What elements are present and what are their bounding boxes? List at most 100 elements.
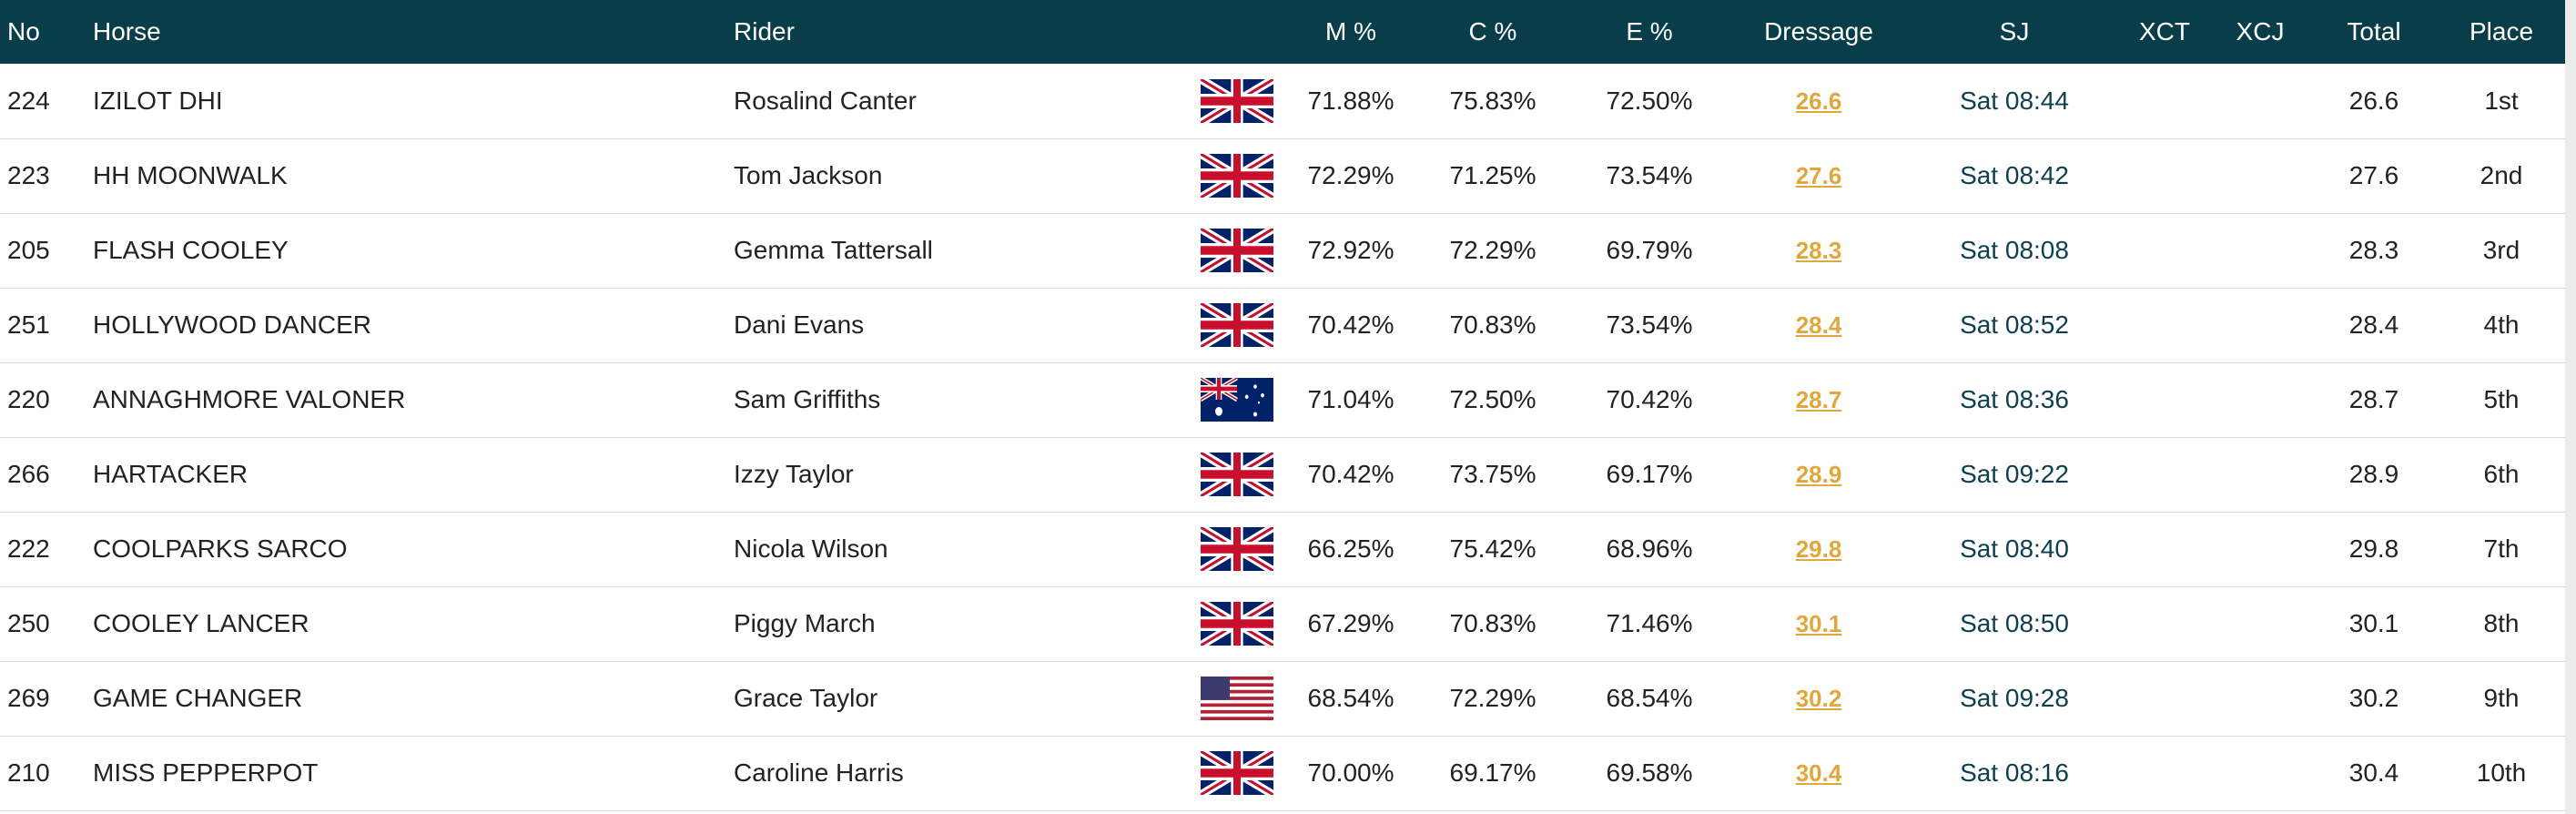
table-row[interactable]: 224 IZILOT DHI Rosalind Canter 71.88% 75…	[0, 64, 2565, 138]
column-header-total[interactable]: Total	[2347, 17, 2401, 46]
column-header-place[interactable]: Place	[2469, 17, 2534, 46]
dressage-score-link[interactable]: 28.3	[1795, 237, 1842, 264]
entry-number: 250	[7, 609, 50, 637]
rider-name[interactable]: Piggy March	[734, 609, 876, 637]
total-score: 26.6	[2348, 86, 2399, 115]
table-row[interactable]: 266 HARTACKER Izzy Taylor 70.42% 73.75% …	[0, 437, 2565, 512]
e-percent: 73.54%	[1606, 310, 1693, 339]
nationality-cell	[1187, 64, 1287, 138]
dressage-cell: 28.9	[1728, 437, 1910, 512]
total-score: 28.9	[2348, 460, 2399, 488]
column-header-no[interactable]: No	[7, 17, 40, 46]
m-percent: 72.29%	[1307, 161, 1394, 189]
column-header-e-percent[interactable]: E %	[1626, 17, 1673, 46]
c-percent: 69.17%	[1449, 758, 1536, 787]
sj-time: Sat 08:50	[1960, 609, 2069, 637]
horse-name[interactable]: IZILOT DHI	[93, 86, 223, 115]
table-row[interactable]: 250 COOLEY LANCER Piggy March 67.29% 70.…	[0, 586, 2565, 661]
c-percent: 70.83%	[1449, 310, 1536, 339]
column-header-xcj[interactable]: XCJ	[2236, 17, 2285, 46]
xcj-value	[2210, 138, 2310, 213]
horse-name[interactable]: GAME CHANGER	[93, 684, 303, 712]
dressage-score-link[interactable]: 29.8	[1795, 535, 1842, 563]
sj-time: Sat 09:22	[1960, 460, 2069, 488]
dressage-score-link[interactable]: 26.6	[1795, 86, 1842, 115]
column-header-horse[interactable]: Horse	[93, 17, 161, 46]
table-row[interactable]: 222 COOLPARKS SARCO Nicola Wilson 66.25%…	[0, 512, 2565, 586]
horse-name[interactable]: HOLLYWOOD DANCER	[93, 310, 371, 339]
horse-name[interactable]: MISS PEPPERPOT	[93, 758, 319, 787]
total-score: 28.7	[2348, 385, 2399, 413]
column-header-rider[interactable]: Rider	[734, 17, 795, 46]
xct-value	[2119, 213, 2210, 288]
dressage-score-link[interactable]: 28.7	[1795, 386, 1842, 413]
rider-name[interactable]: Tom Jackson	[734, 161, 883, 189]
m-percent: 67.29%	[1307, 609, 1394, 637]
place: 8th	[2483, 609, 2520, 637]
dressage-cell: 30.4	[1728, 736, 1910, 810]
table-row[interactable]: 251 HOLLYWOOD DANCER Dani Evans 70.42% 7…	[0, 288, 2565, 362]
xcj-value	[2210, 586, 2310, 661]
entry-number: 205	[7, 236, 50, 264]
column-header-xct[interactable]: XCT	[2139, 17, 2190, 46]
horse-name[interactable]: HH MOONWALK	[93, 161, 288, 189]
horse-name[interactable]: HARTACKER	[93, 460, 248, 488]
sj-time: Sat 08:44	[1960, 86, 2069, 115]
vertical-scrollbar[interactable]	[2565, 0, 2576, 814]
dressage-cell: 28.7	[1728, 362, 1910, 437]
horse-name[interactable]: COOLEY LANCER	[93, 609, 309, 637]
dressage-score-link[interactable]: 30.2	[1795, 685, 1842, 712]
entry-number: 222	[7, 534, 50, 563]
rider-name[interactable]: Izzy Taylor	[734, 460, 854, 488]
au-flag	[1201, 378, 1273, 422]
e-percent: 73.54%	[1606, 161, 1693, 189]
dressage-score-link[interactable]: 28.4	[1795, 311, 1842, 339]
dressage-score-link[interactable]: 30.4	[1795, 759, 1842, 787]
dressage-score-link[interactable]: 27.6	[1795, 162, 1842, 189]
table-row[interactable]: 220 ANNAGHMORE VALONER Sam Griffiths 71.…	[0, 362, 2565, 437]
m-percent: 71.04%	[1307, 385, 1394, 413]
dressage-cell: 30.2	[1728, 661, 1910, 736]
xct-value	[2119, 288, 2210, 362]
column-header-m-percent[interactable]: M %	[1325, 17, 1376, 46]
m-percent: 72.92%	[1307, 236, 1394, 264]
rider-name[interactable]: Caroline Harris	[734, 758, 904, 787]
rider-name[interactable]: Grace Taylor	[734, 684, 878, 712]
xcj-value	[2210, 362, 2310, 437]
entry-number: 269	[7, 684, 50, 712]
table-row[interactable]: 210 MISS PEPPERPOT Caroline Harris 70.00…	[0, 736, 2565, 810]
table-row[interactable]: 269 GAME CHANGER Grace Taylor 68.54% 72.…	[0, 661, 2565, 736]
c-percent: 72.50%	[1449, 385, 1536, 413]
total-score: 27.6	[2348, 161, 2399, 189]
horse-name[interactable]: ANNAGHMORE VALONER	[93, 385, 406, 413]
place: 2nd	[2480, 161, 2523, 189]
nationality-cell	[1187, 288, 1287, 362]
horse-name[interactable]: FLASH COOLEY	[93, 236, 289, 264]
xct-value	[2119, 437, 2210, 512]
nationality-cell	[1187, 138, 1287, 213]
total-score: 29.8	[2348, 534, 2399, 563]
column-header-sj[interactable]: SJ	[1999, 17, 2030, 46]
table-body: 224 IZILOT DHI Rosalind Canter 71.88% 75…	[0, 64, 2565, 810]
rider-name[interactable]: Sam Griffiths	[734, 385, 881, 413]
dressage-score-link[interactable]: 30.1	[1795, 610, 1842, 637]
horse-name[interactable]: COOLPARKS SARCO	[93, 534, 348, 563]
xcj-value	[2210, 736, 2310, 810]
column-header-c-percent[interactable]: C %	[1468, 17, 1517, 46]
gb-flag	[1201, 602, 1273, 646]
entry-number: 266	[7, 460, 50, 488]
rider-name[interactable]: Gemma Tattersall	[734, 236, 933, 264]
rider-name[interactable]: Dani Evans	[734, 310, 865, 339]
xct-value	[2119, 586, 2210, 661]
column-header-dressage[interactable]: Dressage	[1764, 17, 1873, 46]
xcj-value	[2210, 213, 2310, 288]
dressage-score-link[interactable]: 28.9	[1795, 461, 1842, 488]
xct-value	[2119, 661, 2210, 736]
total-score: 28.3	[2348, 236, 2399, 264]
rider-name[interactable]: Nicola Wilson	[734, 534, 888, 563]
table-row[interactable]: 205 FLASH COOLEY Gemma Tattersall 72.92%…	[0, 213, 2565, 288]
c-percent: 75.83%	[1449, 86, 1536, 115]
table-row[interactable]: 223 HH MOONWALK Tom Jackson 72.29% 71.25…	[0, 138, 2565, 213]
rider-name[interactable]: Rosalind Canter	[734, 86, 917, 115]
